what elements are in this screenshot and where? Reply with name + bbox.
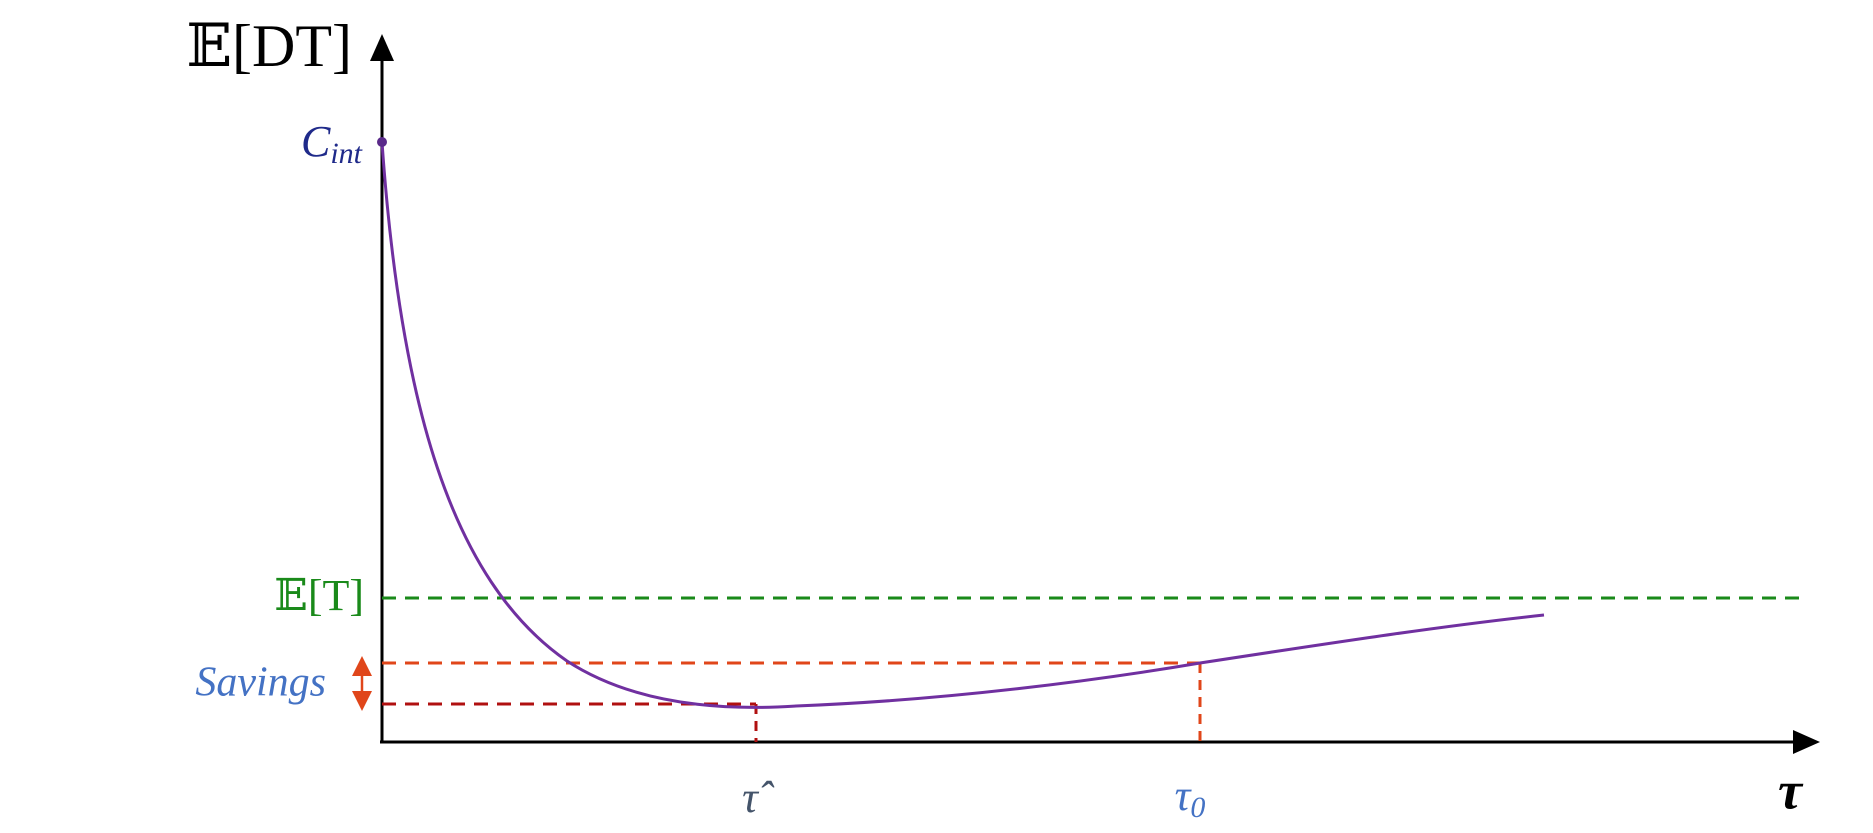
tau0-base: τ	[1175, 771, 1193, 820]
tau-hat-label: τ̂	[742, 773, 775, 822]
y-axis-label: 𝔼[DT]	[186, 13, 352, 79]
c-int-label: Cint	[301, 117, 363, 170]
x-axis-label: τ	[1778, 760, 1804, 820]
tau0-label: τ0	[1175, 771, 1206, 824]
cost-curve	[380, 141, 1545, 709]
intercept-point	[377, 137, 387, 147]
savings-label: Savings	[195, 660, 326, 706]
c-int-sub: int	[330, 137, 362, 170]
expected-t-label: 𝔼[T]	[274, 571, 364, 620]
tau0-sub: 0	[1190, 791, 1205, 824]
c-int-base: C	[301, 117, 331, 166]
